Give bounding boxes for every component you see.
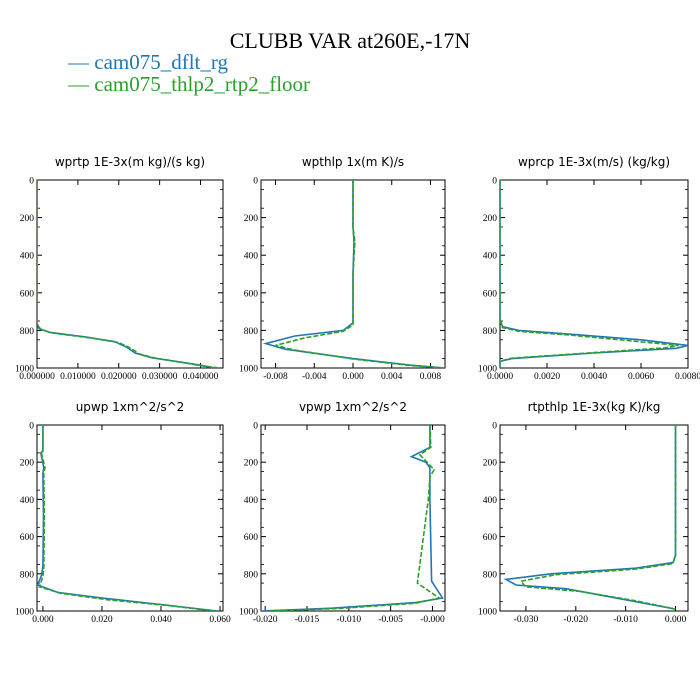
y-tick-label: 800 — [244, 327, 259, 337]
plot-frame — [499, 179, 689, 369]
x-tick-label: 0.040000 — [183, 372, 219, 382]
y-tick-label: 400 — [20, 252, 35, 262]
series-line-dflt — [37, 425, 218, 611]
series-line-floor — [275, 180, 445, 368]
x-tick-label: -0.015 — [295, 615, 320, 625]
x-tick-label: 0.0020 — [534, 372, 560, 382]
x-tick-label: 0.0060 — [628, 372, 654, 382]
y-tick-label: 400 — [244, 252, 259, 262]
y-tick-label: 600 — [483, 533, 498, 543]
x-tick-label: 0.030000 — [142, 372, 178, 382]
y-tick-label: 0 — [253, 422, 258, 432]
series-line-dflt — [262, 180, 445, 368]
x-tick-label: -0.004 — [302, 372, 327, 382]
x-tick-label: -0.005 — [378, 615, 403, 625]
y-tick-label: 600 — [20, 533, 35, 543]
panel-2: wprcp 1E-3x(m/s) (kg/kg) 0 200 400 600 800 100… — [478, 155, 700, 382]
panel-5: rtpthlp 1E-3x(kg K)/kg 0 200 400 600 800 1000 -… — [478, 400, 689, 625]
x-tick-label: 0.020000 — [101, 372, 137, 382]
page-title: CLUBB VAR at260E,-17N — [229, 28, 471, 53]
y-tick-label: 0 — [492, 422, 497, 432]
x-tick-label: 0.040 — [150, 615, 172, 625]
x-tick-label: 0.008 — [420, 372, 442, 382]
plot-frame — [499, 424, 689, 612]
series-line-floor — [269, 425, 442, 611]
series-line-dflt — [261, 425, 444, 611]
y-tick-label: 1000 — [239, 365, 258, 375]
y-tick-label: 200 — [483, 459, 498, 469]
y-tick-label: 0 — [29, 177, 34, 187]
series-line-dflt — [503, 425, 677, 610]
panel-3: upwp 1xm^2/s^2 0 200 400 600 800 10000.000 0.02… — [15, 400, 231, 625]
x-tick-label: -0.010 — [613, 615, 638, 625]
legend-entry-floor: — cam075_thlp2_rtp2_floor — [68, 72, 311, 96]
y-tick-label: 400 — [20, 496, 35, 506]
x-tick-label: -0.008 — [263, 372, 288, 382]
x-tick-label: 0.000000 — [19, 372, 55, 382]
x-tick-label: 0.000 — [342, 372, 364, 382]
x-tick-label: -0.020 — [564, 615, 589, 625]
series-line-floor — [38, 425, 215, 611]
y-tick-label: 1000 — [15, 365, 34, 375]
y-tick-label: 600 — [244, 533, 259, 543]
y-tick-label: 400 — [483, 496, 498, 506]
plot-frame — [36, 424, 224, 612]
y-tick-label: 1000 — [15, 608, 34, 618]
plot-frame — [260, 424, 446, 612]
legend-entry-dflt: — cam075_dflt_rg — [68, 50, 229, 74]
x-tick-label: 0.004 — [381, 372, 403, 382]
y-tick-label: 200 — [20, 214, 35, 224]
y-tick-label: 0 — [29, 422, 34, 432]
x-tick-label: -0.000 — [420, 615, 445, 625]
series-line-dflt — [500, 180, 688, 368]
series-line-floor — [37, 180, 217, 368]
x-tick-label: -0.020 — [253, 615, 278, 625]
y-tick-label: 1000 — [478, 365, 497, 375]
panel-title: wprcp 1E-3x(m/s) (kg/kg) — [518, 155, 670, 169]
y-tick-label: 200 — [244, 459, 259, 469]
panel-title: vpwp 1xm^2/s^2 — [299, 400, 407, 414]
y-tick-label: 800 — [244, 570, 259, 580]
panel-title: wprtp 1E-3x(m kg)/(s kg) — [55, 155, 205, 169]
y-tick-label: 600 — [244, 289, 259, 299]
y-tick-label: 800 — [20, 570, 35, 580]
y-tick-label: 1000 — [239, 608, 258, 618]
x-tick-label: 0.000 — [665, 615, 687, 625]
y-tick-label: 800 — [483, 327, 498, 337]
x-tick-label: 0.060 — [209, 615, 231, 625]
panel-title: wpthlp 1x(m K)/s — [302, 155, 404, 169]
series-line-floor — [500, 180, 679, 368]
series-line-floor — [519, 425, 677, 610]
y-tick-label: 0 — [253, 177, 258, 187]
x-tick-label: -0.010 — [337, 615, 362, 625]
y-tick-label: 400 — [244, 496, 259, 506]
y-tick-label: 1000 — [478, 608, 497, 618]
series-line-dflt — [37, 180, 213, 368]
panel-1: wpthlp 1x(m K)/s 0 200 400 600 800 1000 -0.008 -… — [239, 155, 446, 382]
x-tick-label: 0.0000 — [487, 372, 513, 382]
plot-frame — [36, 179, 224, 369]
y-tick-label: 400 — [483, 252, 498, 262]
y-tick-label: 0 — [492, 177, 497, 187]
y-tick-label: 800 — [20, 327, 35, 337]
panel-title: upwp 1xm^2/s^2 — [76, 400, 185, 414]
y-tick-label: 800 — [483, 570, 498, 580]
x-tick-label: 0.010000 — [60, 372, 96, 382]
x-tick-label: 0.0040 — [581, 372, 607, 382]
y-tick-label: 200 — [244, 214, 259, 224]
panel-0: wprtp 1E-3x(m kg)/(s kg) 0 200 400 600 800 100… — [15, 155, 224, 382]
x-tick-label: 0.0080 — [675, 372, 700, 382]
x-tick-label: 0.020 — [91, 615, 113, 625]
y-tick-label: 600 — [483, 289, 498, 299]
y-tick-label: 200 — [20, 459, 35, 469]
y-tick-label: 600 — [20, 289, 35, 299]
x-tick-label: -0.030 — [514, 615, 539, 625]
y-tick-label: 200 — [483, 214, 498, 224]
panel-title: rtpthlp 1E-3x(kg K)/kg — [528, 400, 661, 414]
x-tick-label: 0.000 — [32, 615, 54, 625]
panel-4: vpwp 1xm^2/s^2 0 200 400 600 800 1000-0.020 -0.… — [239, 400, 446, 625]
